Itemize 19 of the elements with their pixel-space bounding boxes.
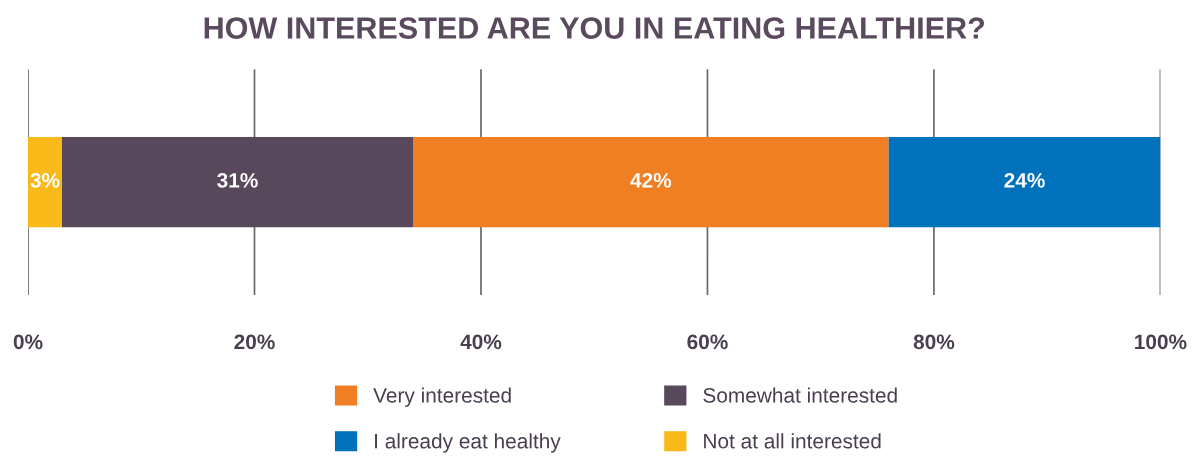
bar (888, 136, 1161, 228)
legend-label: I already eat healthy (375, 433, 561, 453)
chart-title: HOW INTERESTED ARE YOU IN EATING HEALTHIER? (204, 17, 985, 39)
legend-label: Not at all interested (704, 433, 881, 449)
x-tick-label: 40% (460, 334, 502, 350)
data-label: 42% (630, 172, 672, 188)
bar (61, 136, 414, 228)
data-label: 3% (30, 172, 60, 188)
x-tick-label: 80% (913, 334, 955, 350)
legend-label: Somewhat interested (703, 387, 897, 403)
legend-label: Very interested (373, 387, 511, 407)
data-label: 24% (1004, 172, 1045, 188)
data-label: 31% (217, 172, 258, 188)
x-tick-label: 20% (234, 334, 275, 350)
x-tick-label: 0% (13, 334, 43, 350)
bar (28, 136, 62, 228)
bar (413, 136, 889, 228)
x-tick-label: 100% (1135, 334, 1187, 350)
x-tick-label: 60% (687, 334, 728, 350)
